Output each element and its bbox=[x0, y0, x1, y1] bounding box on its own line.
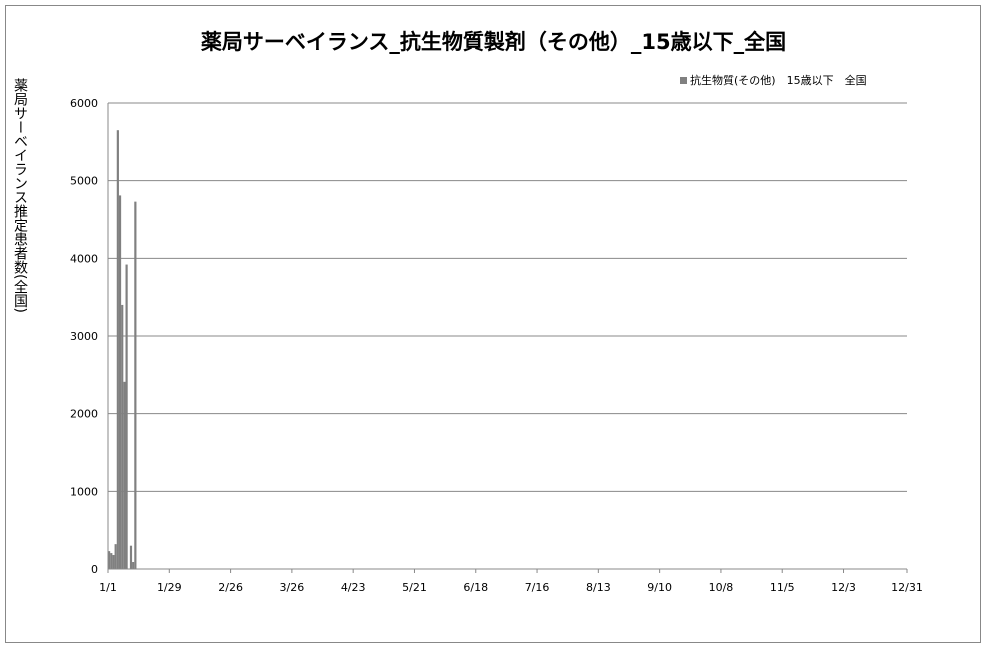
legend: 抗生物質(その他) 15歳以下 全国 bbox=[680, 72, 867, 88]
y-tick-label: 3000 bbox=[70, 330, 98, 343]
bar bbox=[118, 195, 122, 569]
y-tick-label: 2000 bbox=[70, 408, 98, 421]
x-tick-label: 2/26 bbox=[218, 581, 243, 594]
bar bbox=[129, 545, 133, 569]
bar bbox=[121, 304, 124, 569]
bar bbox=[134, 201, 137, 570]
y-tick-label: 5000 bbox=[70, 175, 98, 188]
chart-frame bbox=[5, 5, 981, 643]
bar bbox=[114, 544, 117, 569]
x-tick-label: 4/23 bbox=[341, 581, 366, 594]
y-axis-label: 薬局サーベイランス推定患者数(全国) bbox=[12, 78, 28, 313]
y-tick-label: 0 bbox=[91, 563, 98, 576]
y-tick-label: 1000 bbox=[70, 485, 98, 498]
y-tick-label: 6000 bbox=[70, 97, 98, 110]
x-tick-label: 1/1 bbox=[99, 581, 117, 594]
x-tick-label: 1/29 bbox=[157, 581, 182, 594]
legend-swatch bbox=[680, 77, 687, 84]
bar bbox=[108, 551, 111, 569]
chart-title: 薬局サーベイランス_抗生物質製剤（その他）_15歳以下_全国 bbox=[200, 30, 787, 54]
x-tick-label: 11/5 bbox=[770, 581, 795, 594]
x-tick-label: 3/26 bbox=[280, 581, 305, 594]
y-tick-label: 4000 bbox=[70, 252, 98, 265]
x-tick-label: 5/21 bbox=[402, 581, 427, 594]
x-tick-label: 6/18 bbox=[463, 581, 488, 594]
x-tick-label: 12/3 bbox=[831, 581, 856, 594]
x-tick-label: 12/31 bbox=[891, 581, 923, 594]
bar bbox=[132, 562, 135, 569]
legend-label: 抗生物質(その他) 15歳以下 全国 bbox=[690, 74, 867, 87]
bar bbox=[116, 130, 119, 569]
x-tick-label: 10/8 bbox=[709, 581, 734, 594]
bar bbox=[123, 381, 126, 569]
x-tick-label: 7/16 bbox=[525, 581, 550, 594]
bar bbox=[110, 553, 113, 569]
x-tick-label: 9/10 bbox=[647, 581, 672, 594]
bar bbox=[125, 264, 128, 569]
bar bbox=[112, 555, 115, 569]
x-tick-label: 8/13 bbox=[586, 581, 611, 594]
